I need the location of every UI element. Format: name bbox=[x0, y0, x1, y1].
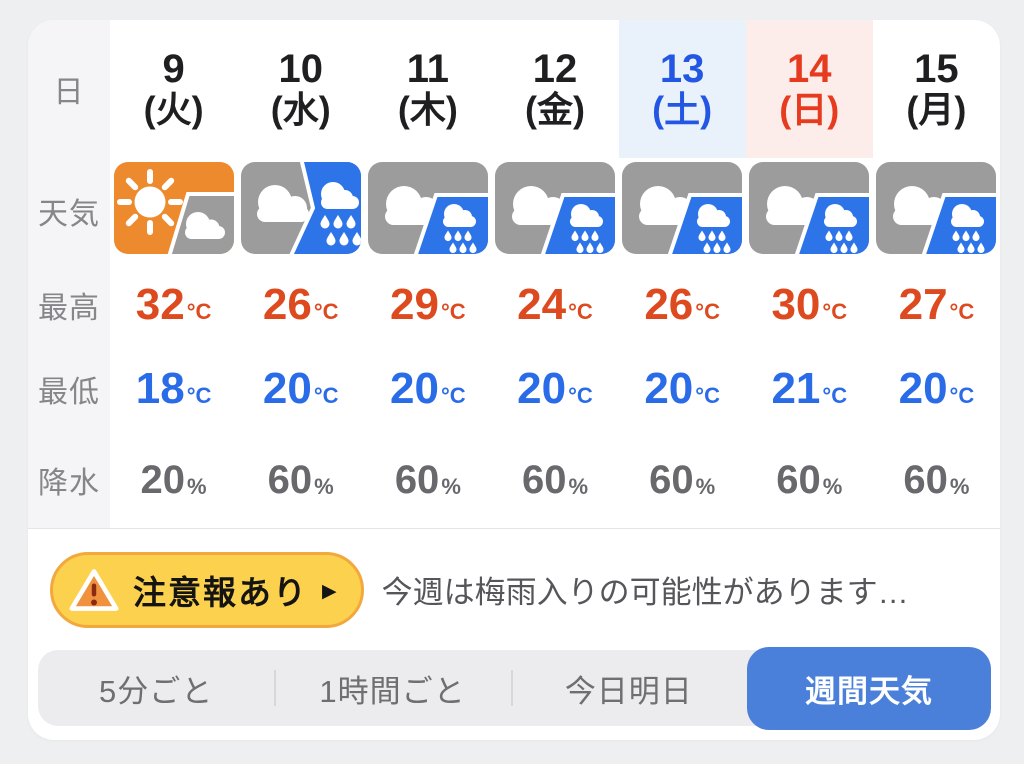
day-column-9[interactable]: 9 (火) 32 °C 18 °C 20% bbox=[110, 20, 237, 528]
tab-weekly-active[interactable]: 週間天気 bbox=[746, 647, 991, 730]
row-label-low: 最低 bbox=[38, 375, 100, 409]
high-temp: 32 °C bbox=[135, 279, 212, 329]
high-temp: 29 °C bbox=[390, 279, 466, 329]
cloud-partly-rain-icon bbox=[495, 162, 615, 254]
cloud-partly-rain-icon bbox=[876, 162, 996, 254]
day-weekday: (火) bbox=[143, 89, 204, 131]
day-header: 11 (木) bbox=[364, 20, 491, 158]
tab-hourly[interactable]: 1時間ごと bbox=[274, 650, 510, 726]
high-temp: 26 °C bbox=[262, 279, 339, 329]
precip-chance: 60% bbox=[394, 457, 461, 502]
advisory-badge-label: 注意報あり bbox=[133, 573, 308, 611]
day-column-15[interactable]: 15 (月) 27 °C 20 °C 60% bbox=[873, 20, 1000, 528]
row-label-day: 日 bbox=[53, 76, 85, 109]
day-column-10[interactable]: 10 (水) 26 °C 20 °C 60% bbox=[237, 20, 364, 528]
low-temp: 20 °C bbox=[517, 363, 593, 413]
day-date: 11 bbox=[406, 47, 449, 92]
day-column-11[interactable]: 11 (木) 29 °C 20 °C 60% bbox=[364, 20, 491, 528]
cloud-partly-rain-icon bbox=[368, 162, 488, 254]
day-date: 14 bbox=[787, 47, 832, 92]
warning-triangle-icon bbox=[69, 568, 119, 611]
precip-chance: 60% bbox=[521, 457, 589, 502]
cloud-then-rain-icon bbox=[241, 162, 361, 254]
weekly-forecast-table: 日 天気 最高 最低 降水 9 (火) 32 °C 18 °C 20% 10 (水)… bbox=[28, 20, 1000, 528]
day-date: 15 bbox=[914, 47, 959, 92]
day-column-13[interactable]: 13 (土) 26 °C 20 °C 60% bbox=[618, 20, 746, 528]
day-header: 10 (水) bbox=[237, 20, 364, 158]
day-weekday: (水) bbox=[270, 89, 331, 131]
low-temp: 21 °C bbox=[771, 363, 848, 413]
low-temp: 18 °C bbox=[135, 363, 212, 413]
day-weekday: (月) bbox=[906, 89, 967, 131]
precip-chance: 60% bbox=[903, 457, 970, 502]
day-date: 9 bbox=[162, 47, 185, 92]
day-date: 10 bbox=[278, 47, 323, 92]
high-temp: 30 °C bbox=[771, 279, 848, 329]
day-header: 12 (金) bbox=[491, 20, 618, 158]
day-date: 13 bbox=[659, 47, 705, 92]
tab-today-tomorrow[interactable]: 今日明日 bbox=[510, 650, 747, 726]
cloud-partly-rain-icon bbox=[622, 162, 742, 254]
day-header-sunday: 14 (日) bbox=[745, 20, 873, 158]
day-weekday: (土) bbox=[652, 89, 713, 131]
day-weekday: (木) bbox=[397, 89, 458, 131]
advisory-row: 注意報あり ▶ 今週は梅雨入りの可能性があります… bbox=[28, 528, 1000, 650]
tab-5min[interactable]: 5分ごと bbox=[99, 673, 214, 709]
row-label-weather: 天気 bbox=[38, 198, 100, 231]
high-temp: 26 °C bbox=[644, 279, 720, 329]
cloud-partly-rain-icon bbox=[749, 162, 869, 254]
day-header-saturday: 13 (土) bbox=[618, 20, 746, 158]
high-temp: 27 °C bbox=[898, 279, 975, 329]
day-weekday: (金) bbox=[525, 89, 585, 131]
day-column-14[interactable]: 14 (日) 30 °C 21 °C 60% bbox=[745, 20, 873, 528]
day-weekday: (日) bbox=[779, 89, 840, 131]
day-header: 9 (火) bbox=[110, 20, 237, 158]
row-label-precip: 降水 bbox=[38, 467, 100, 500]
low-temp: 20 °C bbox=[262, 363, 339, 413]
advisory-message[interactable]: 今週は梅雨入りの可能性があります… bbox=[381, 575, 909, 610]
precip-chance: 60% bbox=[649, 457, 716, 502]
sun-then-cloud-icon bbox=[114, 162, 234, 254]
high-temp: 24 °C bbox=[517, 279, 593, 329]
low-temp: 20 °C bbox=[898, 363, 975, 413]
day-column-12[interactable]: 12 (金) 24 °C 20 °C 60% bbox=[491, 20, 618, 528]
precip-chance: 60% bbox=[776, 457, 843, 502]
day-date: 12 bbox=[532, 47, 578, 92]
advisory-badge-button[interactable]: 注意報あり ▶ bbox=[50, 551, 364, 628]
low-temp: 20 °C bbox=[644, 363, 720, 413]
low-temp: 20 °C bbox=[390, 363, 466, 413]
row-label-high: 最高 bbox=[38, 291, 100, 325]
day-header: 15 (月) bbox=[873, 20, 1000, 158]
row-label-column: 日 天気 最高 最低 降水 bbox=[28, 20, 110, 528]
weather-forecast-card: 日 天気 最高 最低 降水 9 (火) 32 °C 18 °C 20% 10 (水)… bbox=[28, 20, 1000, 740]
forecast-mode-tabbar: 5分ごと 1時間ごと 今日明日 週間天気 bbox=[38, 647, 991, 730]
precip-chance: 60% bbox=[267, 457, 334, 502]
chevron-right-icon: ▶ bbox=[322, 580, 337, 602]
precip-chance: 20% bbox=[140, 457, 207, 502]
